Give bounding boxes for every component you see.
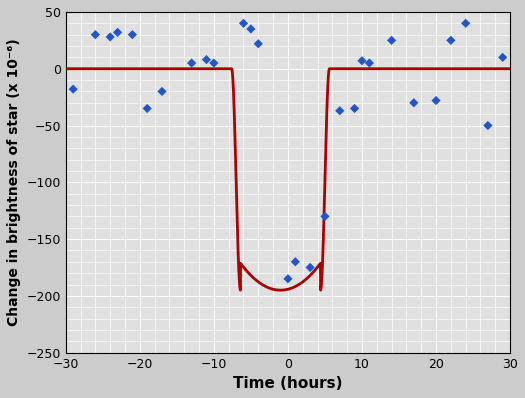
Point	[113, 29, 122, 35]
Point	[410, 100, 418, 106]
Point	[284, 276, 292, 282]
Point	[158, 88, 166, 95]
Point	[143, 105, 151, 112]
Y-axis label: Change in brightness of star (x 10⁻⁶): Change in brightness of star (x 10⁻⁶)	[7, 39, 21, 326]
Point	[358, 58, 366, 64]
Point	[187, 60, 196, 66]
Point	[202, 57, 211, 63]
Point	[321, 213, 329, 220]
Point	[499, 54, 507, 60]
Point	[254, 41, 262, 47]
Point	[365, 60, 374, 66]
Point	[484, 122, 492, 129]
Point	[209, 60, 218, 66]
Point	[128, 31, 136, 38]
Point	[350, 105, 359, 112]
X-axis label: Time (hours): Time (hours)	[233, 376, 343, 391]
Point	[91, 31, 100, 38]
Point	[387, 37, 396, 43]
Point	[247, 26, 255, 32]
Point	[447, 37, 455, 43]
Point	[335, 107, 344, 114]
Point	[239, 20, 248, 27]
Point	[461, 20, 470, 27]
Point	[291, 259, 300, 265]
Point	[432, 98, 440, 104]
Point	[106, 34, 114, 40]
Point	[306, 264, 314, 271]
Point	[69, 86, 77, 92]
